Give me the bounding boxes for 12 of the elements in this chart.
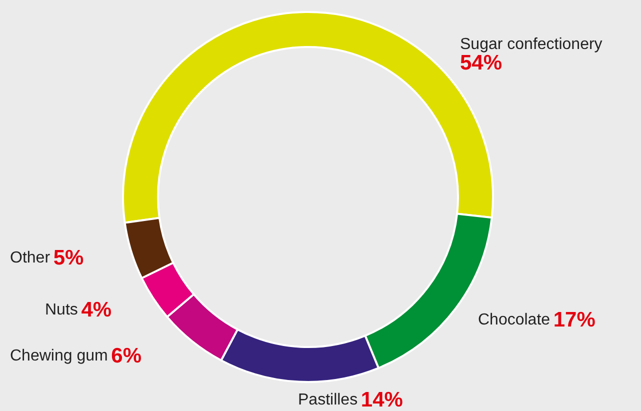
data-label: 14% [360, 388, 404, 411]
slice-label: Sugar confectionery [460, 36, 602, 53]
data-label: 5% [53, 246, 84, 270]
data-label: 17% [553, 308, 596, 332]
data-label: 6% [111, 344, 142, 368]
slice-label: Chewing gum [10, 348, 108, 364]
slice-label: Chocolate [478, 312, 550, 328]
slice-label: Pastilles [298, 392, 358, 408]
data-label: 4% [81, 298, 112, 322]
slice-label: Other [10, 250, 51, 266]
data-label: 54% [460, 52, 502, 74]
slice-label: Nuts [45, 302, 78, 318]
